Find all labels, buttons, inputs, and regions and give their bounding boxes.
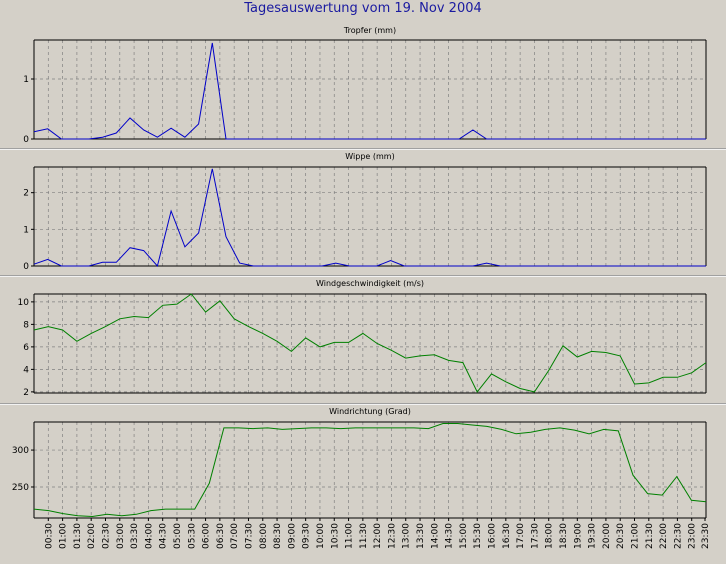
- x-tick-label: 11:30: [359, 523, 369, 549]
- x-tick-label: 16:30: [502, 523, 512, 549]
- x-tick-label: 02:00: [87, 523, 97, 549]
- x-tick-label: 13:00: [402, 523, 412, 549]
- x-tick-label: 04:00: [144, 523, 154, 549]
- x-tick-label: 15:30: [473, 523, 483, 549]
- x-tick-label: 12:00: [373, 523, 383, 549]
- x-tick-label: 17:30: [530, 523, 540, 549]
- x-tick-label: 02:30: [101, 523, 111, 549]
- x-tick-label: 14:30: [445, 523, 455, 549]
- x-tick-label: 15:00: [459, 523, 469, 549]
- x-tick-label: 08:30: [273, 523, 283, 549]
- x-tick-label: 03:30: [130, 523, 140, 549]
- x-tick-label: 19:00: [573, 523, 583, 549]
- y-tick-label: 0: [23, 135, 29, 145]
- y-tick-label: 8: [23, 320, 29, 330]
- x-tick-label: 12:30: [387, 523, 397, 549]
- chart-title-windgeschwindigkeit: Windgeschwindigkeit (m/s): [315, 279, 425, 288]
- x-tick-label: 16:00: [488, 523, 498, 549]
- x-tick-label: 22:30: [673, 523, 683, 549]
- x-tick-label: 19:30: [588, 523, 598, 549]
- x-tick-label: 21:30: [645, 523, 655, 549]
- x-tick-label: 22:00: [659, 523, 669, 549]
- plot-area: [34, 294, 706, 393]
- y-tick-label: 1: [23, 225, 29, 235]
- x-tick-label: 06:00: [202, 523, 212, 549]
- y-tick-label: 2: [23, 388, 29, 398]
- page-title: Tagesauswertung vom 19. Nov 2004: [244, 1, 482, 16]
- x-tick-label: 03:00: [116, 523, 126, 549]
- y-tick-label: 2: [23, 189, 29, 199]
- y-tick-label: 300: [12, 446, 29, 456]
- y-tick-label: 1: [23, 75, 29, 85]
- y-tick-label: 6: [23, 343, 29, 353]
- x-tick-label: 20:00: [602, 523, 612, 549]
- x-tick-label: 09:30: [302, 523, 312, 549]
- x-tick-label: 21:00: [631, 523, 641, 549]
- x-tick-label: 13:30: [416, 523, 426, 549]
- x-tick-label: 01:00: [59, 523, 69, 549]
- plot-area: [34, 422, 706, 518]
- x-tick-label: 07:30: [244, 523, 254, 549]
- series-line: [33, 168, 706, 268]
- x-tick-label: 20:30: [616, 523, 626, 549]
- chart-title-wippe: Wippe (mm): [345, 152, 395, 161]
- panel-separator: [0, 148, 726, 150]
- y-tick-label: 4: [23, 365, 29, 375]
- x-tick-label: 10:00: [316, 523, 326, 549]
- x-tick-label: 14:00: [430, 523, 440, 549]
- x-tick-label: 23:00: [688, 523, 698, 549]
- chart-title-windrichtung: Windrichtung (Grad): [329, 407, 411, 416]
- series-line: [33, 423, 707, 518]
- chart-title-tropfer: Tropfer (mm): [343, 26, 397, 35]
- y-tick-label: 250: [12, 483, 29, 493]
- x-tick-label: 09:00: [287, 523, 297, 549]
- x-tick-label: 07:00: [230, 523, 240, 549]
- panel-separator: [0, 403, 726, 405]
- y-tick-label: 10: [18, 298, 30, 308]
- x-tick-label: 11:00: [345, 523, 355, 549]
- plot-area: [34, 40, 706, 139]
- x-tick-label: 05:00: [173, 523, 183, 549]
- panel-separator: [0, 275, 726, 277]
- x-tick-label: 18:00: [545, 523, 555, 549]
- x-tick-label: 05:30: [187, 523, 197, 549]
- x-tick-label: 00:30: [44, 523, 54, 549]
- x-tick-label: 06:30: [216, 523, 226, 549]
- x-tick-label: 23:30: [701, 523, 711, 549]
- x-tick-label: 10:30: [330, 523, 340, 549]
- x-tick-label: 01:30: [73, 523, 83, 549]
- x-tick-label: 08:00: [259, 523, 269, 549]
- series-line: [33, 42, 706, 140]
- y-tick-label: 0: [23, 262, 29, 272]
- x-tick-label: 04:30: [159, 523, 169, 549]
- series-line: [33, 293, 707, 393]
- x-tick-label: 17:00: [516, 523, 526, 549]
- x-tick-label: 18:30: [559, 523, 569, 549]
- plot-area: [34, 167, 706, 266]
